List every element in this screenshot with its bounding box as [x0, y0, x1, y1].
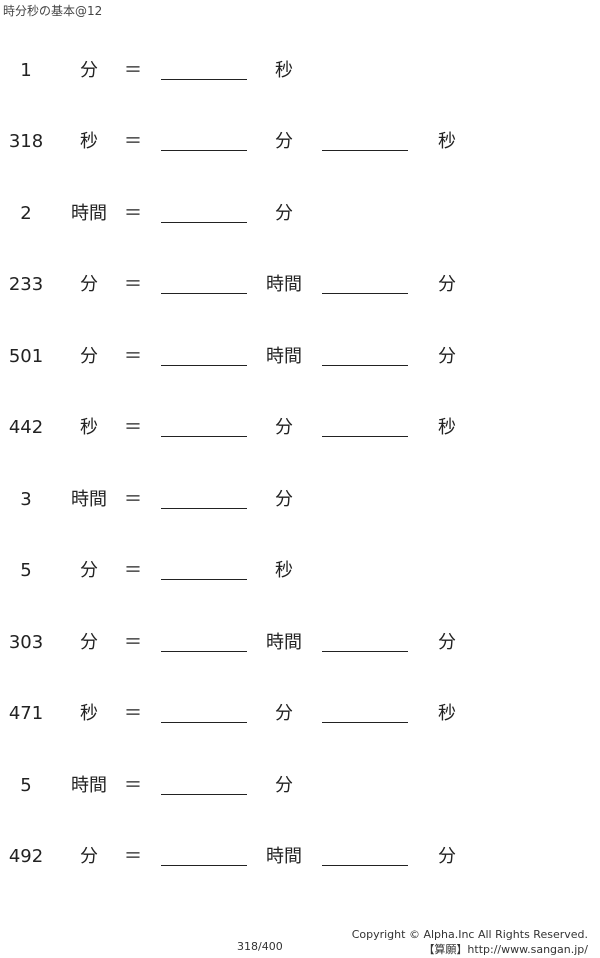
problem-value: 303: [8, 631, 44, 653]
equals-sign: ＝: [124, 703, 142, 725]
answer-unit: 分: [438, 631, 456, 653]
answer-blank[interactable]: [322, 273, 408, 295]
equals-sign: ＝: [124, 131, 142, 153]
answer-blank[interactable]: [322, 702, 408, 724]
from-unit: 分: [80, 60, 98, 81]
answer-blank[interactable]: [322, 631, 408, 652]
answer-unit: 分: [275, 488, 293, 510]
footer-credits: Copyright © Alpha.Inc All Rights Reserve…: [352, 927, 588, 957]
answer-unit: 分: [275, 131, 293, 153]
equals-sign: ＝: [124, 631, 142, 653]
answer-blank[interactable]: [161, 631, 247, 652]
answer-blank[interactable]: [161, 559, 247, 581]
from-unit: 時間: [71, 774, 107, 796]
equals-sign: ＝: [124, 560, 142, 582]
equals-sign: ＝: [124, 345, 142, 367]
problem-value: 442: [8, 417, 44, 439]
answer-unit: 分: [275, 417, 293, 439]
problem-value: 492: [8, 845, 44, 867]
problem-row: 492 分 ＝ 時間 分: [0, 845, 600, 869]
problem-row: 318 秒 ＝ 分 秒: [0, 130, 600, 154]
equals-sign: ＝: [124, 274, 142, 296]
problem-value: 3: [20, 488, 32, 510]
site-link[interactable]: 【算願】http://www.sangan.jp/: [423, 943, 588, 956]
answer-blank[interactable]: [161, 488, 247, 509]
answer-blank[interactable]: [161, 345, 247, 366]
equals-sign: ＝: [124, 774, 142, 796]
answer-blank[interactable]: [322, 345, 408, 366]
from-unit: 分: [80, 274, 98, 296]
problem-row: 442 秒 ＝ 分 秒: [0, 416, 600, 440]
problem-value: 233: [8, 274, 44, 296]
answer-blank[interactable]: [161, 774, 247, 795]
answer-blank[interactable]: [322, 416, 408, 438]
answer-unit: 秒: [275, 60, 293, 81]
problem-row: 5 時間 ＝ 分: [0, 774, 600, 798]
problem-value: 5: [20, 774, 32, 796]
copyright-text: Copyright © Alpha.Inc All Rights Reserve…: [351, 928, 588, 941]
problem-value: 1: [20, 60, 32, 81]
answer-blank[interactable]: [161, 202, 247, 223]
answer-blank[interactable]: [322, 130, 408, 152]
problem-row: 1 分 ＝ 秒: [0, 59, 600, 83]
problem-row: 471 秒 ＝ 分 秒: [0, 702, 600, 726]
problem-value: 471: [8, 703, 44, 725]
answer-blank[interactable]: [161, 845, 247, 866]
answer-unit: 時間: [266, 845, 302, 867]
from-unit: 分: [80, 345, 98, 367]
from-unit: 分: [80, 845, 98, 867]
from-unit: 分: [80, 560, 98, 582]
problem-value: 2: [20, 202, 32, 224]
problem-row: 501 分 ＝ 時間 分: [0, 345, 600, 369]
answer-blank[interactable]: [161, 702, 247, 724]
from-unit: 秒: [80, 417, 98, 439]
answer-unit: 時間: [266, 274, 302, 296]
problem-value: 501: [8, 345, 44, 367]
from-unit: 時間: [71, 488, 107, 510]
answer-unit: 分: [438, 274, 456, 296]
from-unit: 分: [80, 631, 98, 653]
problem-value: 318: [8, 131, 44, 153]
answer-unit: 秒: [275, 560, 293, 582]
answer-unit: 分: [275, 703, 293, 725]
problem-value: 5: [20, 560, 32, 582]
answer-unit: 秒: [438, 703, 456, 725]
equals-sign: ＝: [124, 60, 142, 81]
problem-row: 5 分 ＝ 秒: [0, 559, 600, 583]
answer-blank[interactable]: [161, 416, 247, 438]
equals-sign: ＝: [124, 845, 142, 867]
answer-blank[interactable]: [161, 59, 247, 80]
problem-row: 233 分 ＝ 時間 分: [0, 273, 600, 297]
problem-row: 303 分 ＝ 時間 分: [0, 631, 600, 655]
from-unit: 秒: [80, 703, 98, 725]
answer-blank[interactable]: [161, 130, 247, 152]
problem-row: 2 時間 ＝ 分: [0, 202, 600, 226]
from-unit: 秒: [80, 131, 98, 153]
answer-unit: 分: [275, 774, 293, 796]
answer-unit: 時間: [266, 631, 302, 653]
equals-sign: ＝: [124, 417, 142, 439]
equals-sign: ＝: [124, 488, 142, 510]
problem-row: 3 時間 ＝ 分: [0, 488, 600, 512]
answer-unit: 分: [438, 845, 456, 867]
worksheet-title: 時分秒の基本@12: [3, 4, 103, 18]
answer-unit: 分: [438, 345, 456, 367]
answer-unit: 秒: [438, 417, 456, 439]
answer-unit: 秒: [438, 131, 456, 153]
page-number: 318/400: [237, 940, 283, 953]
equals-sign: ＝: [124, 202, 142, 224]
answer-blank[interactable]: [322, 845, 408, 866]
answer-blank[interactable]: [161, 273, 247, 295]
answer-unit: 分: [275, 202, 293, 224]
from-unit: 時間: [71, 202, 107, 224]
answer-unit: 時間: [266, 345, 302, 367]
